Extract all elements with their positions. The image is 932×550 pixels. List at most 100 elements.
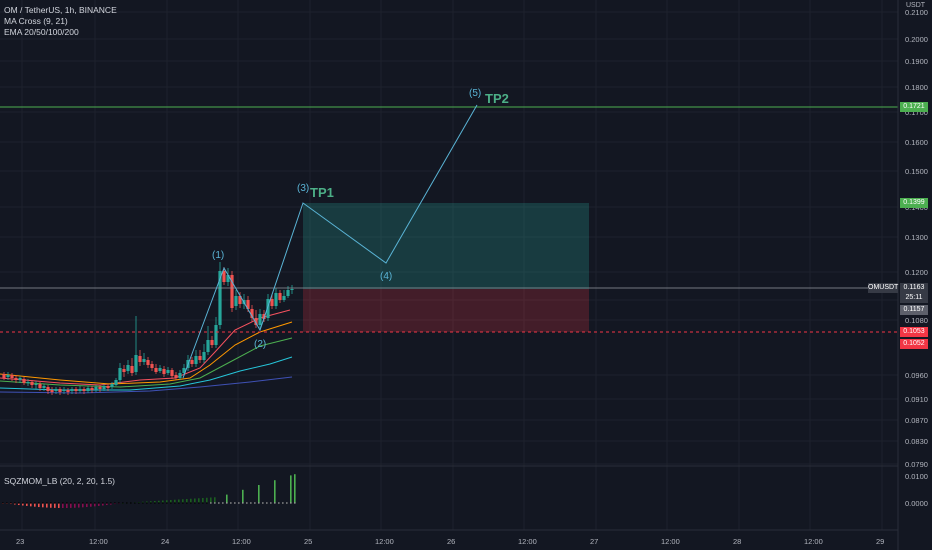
price-axis-tick: 0.1300	[905, 233, 928, 242]
candle-body	[78, 389, 82, 391]
candle-body	[206, 340, 210, 352]
squeeze-dot	[190, 502, 192, 504]
candle-body	[82, 389, 86, 391]
wave-label-1: (1)	[212, 250, 225, 261]
candle-body	[98, 387, 102, 389]
oscillator-bar	[190, 498, 192, 503]
candle-body	[270, 299, 274, 306]
squeeze-dot	[162, 502, 164, 504]
squeeze-dot	[250, 502, 252, 504]
squeeze-dot	[62, 502, 64, 504]
candle-body	[198, 356, 202, 360]
oscillator-bar	[206, 497, 208, 503]
oscillator-bar	[50, 503, 52, 508]
squeeze-dot	[90, 502, 92, 504]
squeeze-dot	[226, 502, 228, 504]
candle-body	[46, 387, 50, 391]
oscillator-bar	[214, 497, 216, 503]
candle-body	[158, 368, 162, 371]
squeeze-dot	[26, 502, 28, 504]
oscillator-bar	[202, 498, 204, 503]
squeeze-dot	[214, 502, 216, 504]
squeeze-dot	[78, 502, 80, 504]
loss-zone	[303, 289, 589, 332]
candle-body	[214, 325, 218, 345]
chart-legend: OM / TetherUS, 1h, BINANCE MA Cross (9, …	[4, 5, 117, 38]
oscillator-bar	[110, 503, 112, 505]
squeeze-dot	[266, 502, 268, 504]
candle-body	[250, 309, 254, 318]
oscillator-bar	[26, 503, 28, 506]
candle-body	[178, 373, 182, 378]
squeeze-dot	[274, 502, 276, 504]
candle-body	[130, 366, 134, 373]
candle-body	[234, 296, 238, 306]
oscillator-bar	[70, 503, 72, 508]
candle-body	[138, 356, 142, 362]
oscillator-bar	[170, 500, 172, 503]
squeeze-dot	[246, 502, 248, 504]
tp2-price-tag: 0.1721	[900, 102, 928, 112]
squeeze-dot	[166, 502, 168, 504]
oscillator-legend[interactable]: SQZMOM_LB (20, 2, 20, 1.5)	[4, 476, 116, 486]
price-axis-tick: 0.0870	[905, 416, 928, 425]
squeeze-dot	[158, 502, 160, 504]
candle-body	[42, 386, 46, 388]
squeeze-dot	[198, 502, 200, 504]
squeeze-dot	[182, 502, 184, 504]
squeeze-dot	[278, 502, 280, 504]
candle-body	[150, 364, 154, 368]
candle-body	[30, 382, 34, 385]
price-axis-tick: 0.1800	[905, 83, 928, 92]
time-axis-tick: 12:00	[804, 537, 823, 546]
candle-body	[262, 314, 266, 319]
candle-body	[6, 375, 10, 377]
time-axis-tick: 12:00	[89, 537, 108, 546]
ma-cross-indicator[interactable]: MA Cross (9, 21)	[4, 16, 68, 26]
squeeze-dot	[98, 502, 100, 504]
candle-body	[50, 390, 54, 392]
squeeze-dot	[194, 502, 196, 504]
candle-body	[38, 384, 42, 388]
candle-body	[86, 388, 90, 391]
oscillator-bar	[86, 503, 88, 508]
oscillator-bar	[150, 501, 152, 503]
candle-body	[10, 375, 14, 378]
candle-body	[54, 389, 58, 391]
squeeze-dot	[258, 502, 260, 504]
squeeze-dot	[82, 502, 84, 504]
candle-body	[210, 340, 214, 345]
price-axis-tick: 0.1700	[905, 108, 928, 117]
oscillator-bar	[174, 499, 176, 503]
oscillator-histogram	[2, 474, 296, 508]
squeeze-dot	[146, 502, 148, 504]
candle-body	[134, 355, 138, 372]
squeeze-dot	[134, 502, 136, 504]
candle-body	[246, 300, 250, 309]
oscillator-bar	[94, 503, 96, 507]
squeeze-dot	[270, 502, 272, 504]
candle-body	[118, 368, 122, 380]
time-axis-tick: 24	[161, 537, 170, 546]
entry-price-tag: 0.1157	[900, 305, 928, 315]
moving-average-line	[0, 321, 293, 385]
oscillator-bar	[154, 501, 156, 503]
oscillator-bar	[14, 503, 16, 505]
candle-body	[230, 275, 234, 308]
oscillator-bar	[102, 503, 104, 506]
price-axis-tick: 0.0960	[905, 371, 928, 380]
candle-body	[154, 368, 158, 372]
oscillator-bar	[30, 503, 32, 507]
price-axis-tick: 0.1080	[905, 316, 928, 325]
oscillator-bar	[58, 503, 60, 508]
squeeze-dot	[50, 502, 52, 504]
candle-body	[278, 293, 282, 300]
candlestick-series	[2, 262, 294, 395]
stop-price-tag-2: 0.1052	[900, 339, 928, 349]
time-axis-tick: 29	[876, 537, 885, 546]
oscillator-tick: 0.0100	[905, 472, 928, 481]
ema-indicator[interactable]: EMA 20/50/100/200	[4, 27, 79, 37]
symbol-title[interactable]: OM / TetherUS, 1h, BINANCE	[4, 5, 117, 15]
squeeze-dot	[206, 502, 208, 504]
